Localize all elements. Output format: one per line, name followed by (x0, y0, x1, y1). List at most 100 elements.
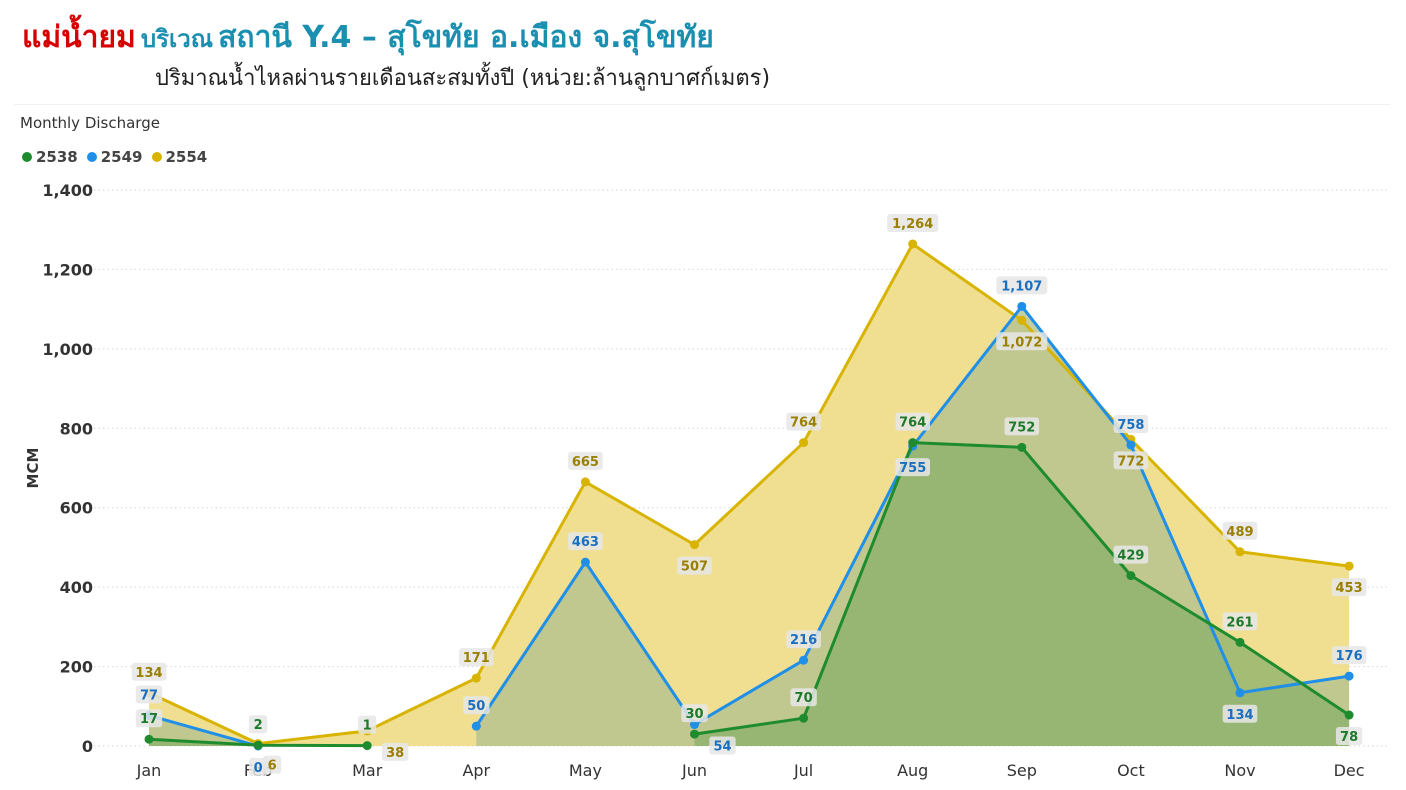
data-label-text: 261 (1226, 615, 1253, 630)
data-label-text: 489 (1226, 525, 1253, 540)
data-label-bg (1335, 727, 1363, 746)
data-label-text: 453 (1336, 581, 1363, 596)
data-label-2554: 489 (1222, 521, 1258, 540)
data-label-2549: 176 (1331, 646, 1367, 665)
data-label-2549: 755 (895, 458, 930, 477)
data-label-2549: 134 (1222, 704, 1258, 723)
data-label-bg (463, 696, 490, 715)
data-label-bg (131, 662, 167, 681)
data-label-2549: 0 (249, 758, 268, 776)
data-label-bg (996, 332, 1048, 351)
point-2538 (690, 729, 699, 739)
y-tick-label: 1,400 (42, 181, 93, 200)
data-label-bg (1222, 612, 1258, 631)
data-label-2554: 507 (677, 556, 712, 575)
point-2554 (1017, 315, 1027, 325)
data-label-text: 50 (467, 699, 485, 714)
x-tick-label: Jun (681, 761, 707, 780)
x-tick-label: Jul (793, 761, 813, 780)
legend-label-2538: 2538 (36, 148, 78, 166)
data-label-bg (786, 412, 821, 431)
x-tick-label: Aug (897, 761, 928, 780)
data-label-2554: 772 (1113, 451, 1149, 470)
x-tick-label: Jan (136, 761, 162, 780)
data-label-text: 6 (268, 759, 277, 774)
data-label-bg (249, 758, 268, 776)
data-label-text: 134 (135, 666, 162, 681)
data-label-2554: 665 (568, 451, 603, 470)
legend-dot-2554 (151, 152, 162, 162)
data-label-bg (1113, 414, 1149, 433)
data-label-bg (681, 704, 708, 723)
data-label-bg (790, 688, 817, 707)
point-2549 (580, 557, 590, 567)
data-label-2549: 758 (1113, 414, 1149, 433)
data-label-bg (1113, 545, 1149, 564)
station-prefix: บริเวณ (140, 25, 213, 53)
point-2538 (799, 713, 809, 723)
point-2549 (799, 655, 809, 665)
y-tick-label: 1,200 (42, 260, 93, 279)
point-2554 (1235, 547, 1245, 557)
data-label-text: 463 (572, 535, 599, 550)
data-label-bg (1113, 451, 1149, 470)
data-label-bg (358, 715, 377, 734)
data-label-text: 77 (140, 688, 158, 703)
y-tick-label: 0 (82, 737, 93, 756)
data-label-bg (895, 458, 930, 477)
data-label-bg (249, 715, 268, 734)
point-2538 (144, 734, 154, 744)
point-2538 (908, 438, 918, 448)
data-label-2549: 216 (786, 630, 821, 649)
x-tick-label: May (569, 761, 602, 780)
data-label-2554: 1,264 (887, 214, 939, 233)
point-2549 (1235, 688, 1245, 698)
legend-item-2554[interactable]: 2554 (151, 148, 208, 166)
data-label-text: 30 (685, 707, 703, 722)
data-label-2538: 2 (249, 715, 268, 734)
data-label-bg (1331, 646, 1367, 665)
point-2538 (1126, 571, 1136, 581)
data-label-text: 1,264 (892, 217, 933, 232)
y-tick-label: 600 (60, 499, 93, 518)
data-label-text: 134 (1226, 708, 1253, 723)
data-label-bg (135, 709, 163, 728)
data-label-bg (895, 412, 930, 431)
data-label-bg (709, 736, 736, 755)
data-label-text: 176 (1336, 649, 1363, 664)
point-2554 (799, 438, 809, 448)
data-label-2538: 752 (1004, 417, 1040, 436)
data-label-bg (887, 214, 939, 233)
data-label-text: 665 (572, 455, 599, 470)
y-tick-label: 400 (60, 578, 93, 597)
data-label-2538: 17 (135, 709, 163, 728)
data-label-2549: 77 (135, 685, 163, 704)
legend-item-2538[interactable]: 2538 (22, 148, 78, 166)
point-2554 (1344, 561, 1354, 571)
point-2538 (253, 740, 263, 750)
legend-label-2554: 2554 (165, 148, 208, 166)
data-label-text: 764 (790, 416, 817, 431)
data-label-2549: 1,107 (996, 276, 1048, 295)
data-label-2549: 54 (709, 736, 736, 755)
data-label-text: 429 (1117, 549, 1144, 564)
data-label-bg (263, 755, 282, 774)
divider (14, 104, 1390, 105)
y-axis-title: MCM (24, 448, 42, 489)
legend-dot-2538 (22, 152, 32, 162)
data-label-text: 755 (899, 461, 926, 476)
area-2538 (694, 442, 1350, 746)
data-label-text: 38 (386, 746, 404, 761)
point-2554 (690, 540, 699, 550)
page-title: แม่น้ำยม บริเวณ สถานี Y.4 – สุโขทัย อ.เม… (22, 14, 714, 61)
data-label-bg (568, 532, 603, 551)
data-label-2538: 764 (895, 412, 930, 431)
page-subtitle: ปริมาณน้ำไหลผ่านรายเดือนสะสมทั้งปี (หน่ว… (155, 66, 771, 91)
y-tick-label: 200 (60, 658, 93, 677)
point-2554 (908, 239, 918, 249)
line-2549 (148, 713, 259, 748)
x-tick-label: Apr (462, 761, 490, 780)
legend-item-2549[interactable]: 2549 (86, 148, 143, 166)
data-label-text: 17 (140, 712, 158, 727)
